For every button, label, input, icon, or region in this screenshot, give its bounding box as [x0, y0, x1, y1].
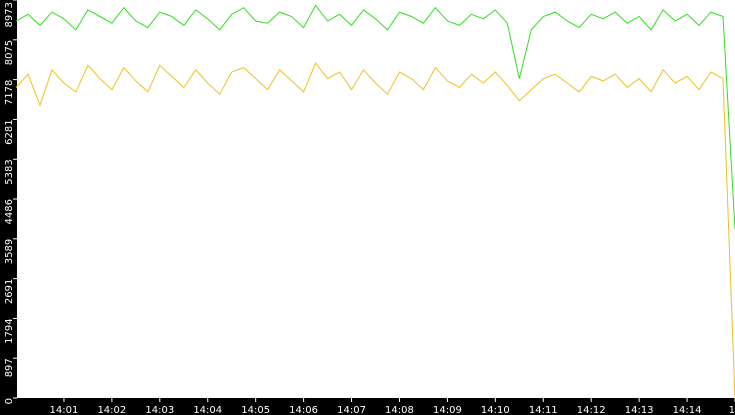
x-tick-label: 14:06	[289, 405, 318, 415]
x-tick-label: 14:13	[625, 405, 654, 415]
x-tick-label: 14	[729, 405, 735, 415]
y-tick-label: 2691	[4, 279, 15, 304]
x-tick-label: 14:04	[193, 405, 222, 415]
x-tick-label: 14:07	[337, 405, 366, 415]
x-tick-label: 14:12	[577, 405, 606, 415]
x-tick-label: 14:14	[673, 405, 702, 415]
x-tick-label: 14:09	[433, 405, 462, 415]
x-tick-label: 14:10	[481, 405, 510, 415]
y-tick-label: 0	[4, 398, 15, 404]
y-tick-label: 8973	[4, 2, 15, 27]
y-tick-label: 4486	[4, 199, 15, 224]
series-line	[15, 4, 735, 230]
x-tick-label: 14:05	[241, 405, 270, 415]
x-tick-label: 14:08	[385, 405, 414, 415]
x-axis-band	[0, 398, 735, 415]
y-tick-label: 5383	[4, 159, 15, 184]
y-tick-label: 3589	[4, 239, 15, 264]
series-line	[15, 62, 735, 399]
x-tick-label: 14:11	[529, 405, 558, 415]
x-tick-label: 14:01	[50, 405, 79, 415]
y-tick-label: 897	[4, 358, 15, 377]
x-tick-label: 14:02	[97, 405, 126, 415]
y-tick-label: 1794	[4, 318, 15, 343]
y-axis-band	[0, 0, 17, 415]
y-tick-label: 7178	[4, 80, 15, 105]
y-tick-label: 8075	[4, 40, 15, 65]
y-tick-label: 6281	[4, 119, 15, 144]
x-tick-label: 14:03	[145, 405, 174, 415]
